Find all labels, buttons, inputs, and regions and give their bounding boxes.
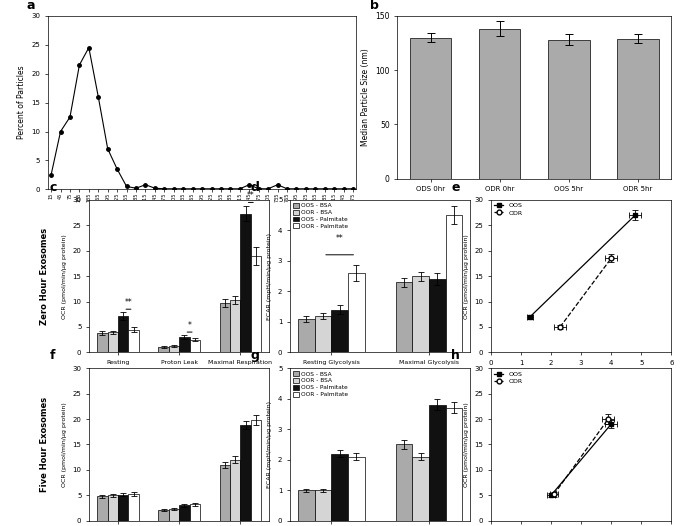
Bar — [97, 332, 108, 352]
Bar — [220, 302, 230, 352]
Bar — [240, 425, 251, 521]
Bar — [108, 332, 118, 352]
Bar — [445, 408, 462, 521]
Legend: OOS - BSA, OOR - BSA, OOS - Palmitate, OOR - Palmitate: OOS - BSA, OOR - BSA, OOS - Palmitate, O… — [293, 203, 348, 229]
Y-axis label: ECAR (mpH/min/µg protein): ECAR (mpH/min/µg protein) — [267, 232, 273, 320]
Text: f: f — [49, 349, 55, 362]
Text: Five Hour Exosomes: Five Hour Exosomes — [40, 397, 49, 492]
Bar — [617, 38, 659, 179]
Text: Zero Hour Exosomes: Zero Hour Exosomes — [40, 228, 49, 325]
Bar — [230, 460, 240, 521]
X-axis label: ECAR (mpH/min/µg protein): ECAR (mpH/min/µg protein) — [538, 371, 625, 377]
Bar — [158, 347, 169, 352]
Legend: OOS, ODR: OOS, ODR — [494, 203, 523, 216]
Text: a: a — [26, 0, 35, 12]
Text: **: ** — [125, 298, 132, 307]
Legend: OOS - BSA, OOR - BSA, OOS - Palmitate, OOR - Palmitate: OOS - BSA, OOR - BSA, OOS - Palmitate, O… — [293, 371, 348, 397]
Text: c: c — [49, 181, 57, 194]
Bar — [348, 273, 364, 352]
Bar — [412, 457, 429, 521]
Bar — [396, 444, 412, 521]
Text: b: b — [370, 0, 379, 12]
Y-axis label: OCR (pmol/min/µg protein): OCR (pmol/min/µg protein) — [464, 402, 469, 487]
Text: g: g — [250, 349, 259, 362]
Bar — [315, 316, 332, 352]
Bar — [190, 340, 200, 352]
Bar — [348, 457, 364, 521]
Bar — [251, 420, 261, 521]
Bar — [220, 465, 230, 521]
Bar — [129, 494, 139, 521]
Bar — [230, 300, 240, 352]
Bar — [179, 337, 190, 352]
Bar — [396, 282, 412, 352]
Y-axis label: ECAR (mpH/min/µg protein): ECAR (mpH/min/µg protein) — [267, 401, 273, 488]
Text: **: ** — [336, 234, 344, 242]
Bar — [169, 509, 179, 521]
Bar — [412, 276, 429, 352]
Text: **: ** — [247, 191, 255, 200]
X-axis label: Binned Particle Size (nm): Binned Particle Size (nm) — [154, 208, 250, 217]
Y-axis label: Percent of Particles: Percent of Particles — [16, 66, 26, 139]
Bar — [445, 215, 462, 352]
Legend: OOS, ODR: OOS, ODR — [494, 371, 523, 384]
Bar — [315, 490, 332, 521]
Bar — [97, 497, 108, 521]
Bar — [179, 505, 190, 521]
Bar — [298, 490, 315, 521]
Bar — [240, 214, 251, 352]
Bar — [429, 405, 445, 521]
Bar — [118, 316, 129, 352]
Bar — [108, 495, 118, 521]
Text: *: * — [188, 321, 192, 330]
Bar — [158, 510, 169, 521]
Y-axis label: OCR (pmol/min/µg protein): OCR (pmol/min/µg protein) — [62, 234, 67, 319]
Bar — [169, 346, 179, 352]
Bar — [479, 29, 521, 179]
Bar — [118, 495, 129, 521]
Text: e: e — [451, 181, 460, 194]
Bar — [129, 329, 139, 352]
Bar — [190, 504, 200, 521]
Bar — [332, 310, 348, 352]
Y-axis label: Median Particle Size (nm): Median Particle Size (nm) — [360, 48, 370, 146]
Bar — [429, 279, 445, 352]
Y-axis label: OCR (pmol/min/µg protein): OCR (pmol/min/µg protein) — [62, 402, 67, 487]
Bar — [410, 37, 451, 179]
Bar — [548, 39, 590, 179]
Bar — [251, 256, 261, 352]
Bar — [332, 453, 348, 521]
Text: h: h — [451, 349, 460, 362]
Y-axis label: OCR (pmol/min/µg protein): OCR (pmol/min/µg protein) — [464, 234, 469, 319]
Bar — [298, 319, 315, 352]
Text: d: d — [250, 181, 259, 194]
